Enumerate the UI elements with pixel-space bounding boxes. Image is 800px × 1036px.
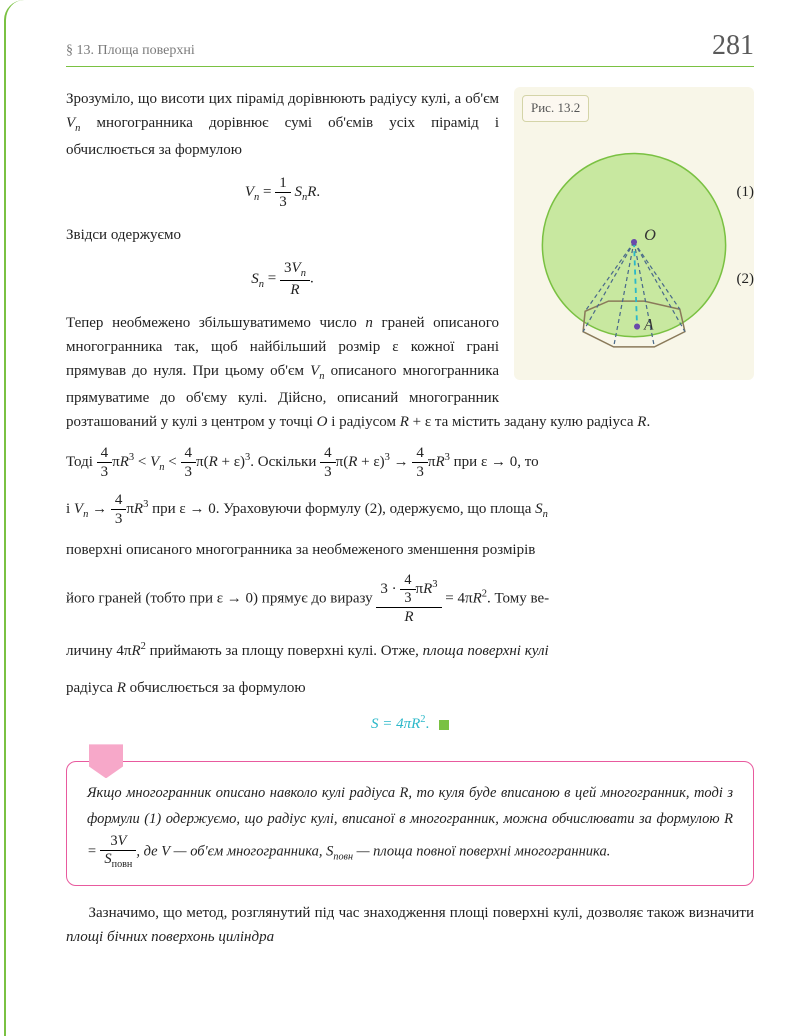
text: Тепер необмежено збільшуватимемо число — [66, 315, 365, 331]
content-area: Рис. 13.2 O A Зроз — [66, 87, 754, 949]
text: Зазначимо, що метод, розглянутий під час… — [89, 905, 755, 921]
final-formula: S = 4πR2. — [66, 712, 754, 736]
text: , то куля буде — [408, 785, 501, 801]
text: Зрозуміло, що висоти цих пірамід дорівню… — [66, 91, 499, 107]
sub: n — [254, 192, 259, 203]
text: Звідси одержуємо — [66, 227, 181, 243]
paragraph-10: Зазначимо, що метод, розглянутий під час… — [66, 901, 754, 949]
text: , то — [517, 454, 538, 470]
italic-term: площа поверхні кулі — [423, 643, 549, 659]
section-title: § 13. Площа поверхні — [66, 43, 195, 59]
text: і радіусом — [327, 414, 399, 430]
paragraph-6: поверхні описаного многогранника за необ… — [66, 538, 754, 562]
eq-number: (1) — [737, 180, 755, 204]
end-marker-icon — [439, 720, 449, 730]
text: личину — [66, 643, 116, 659]
text: . Тому ве- — [487, 591, 549, 607]
page-header: § 13. Площа поверхні 281 — [66, 30, 754, 67]
text: . — [646, 414, 650, 430]
text: радіуса — [66, 680, 117, 696]
sub: n — [259, 279, 264, 290]
paragraph-7: його граней (тобто при ε → 0) прямує до … — [66, 572, 754, 626]
formula-text: S = 4πR — [371, 716, 420, 732]
text: . Оскільки — [250, 454, 320, 470]
figure-label: Рис. 13.2 — [522, 95, 589, 122]
var: S — [251, 271, 259, 287]
page-number: 281 — [712, 30, 754, 62]
var: R — [307, 184, 316, 200]
var: R — [290, 282, 299, 298]
text: приймають за площу поверхні кулі. Отже, — [146, 643, 423, 659]
fraction: 3VnR — [280, 259, 310, 300]
paragraph-8: личину 4πR2 приймають за площу поверхні … — [66, 636, 754, 666]
paragraph-4: Тоді 43πR3 < Vn < 43π(R + ε)3. Оскільки … — [66, 444, 754, 481]
text: обчислюється за формулою — [126, 680, 306, 696]
var-V: V — [66, 115, 75, 131]
text: — площа повної поверхні многогранника. — [353, 843, 610, 859]
sup: 2 — [420, 714, 425, 725]
text: Тоді — [66, 454, 97, 470]
italic-term: вписаною — [501, 785, 560, 801]
text: Якщо многогранник описано навколо кулі р… — [87, 785, 400, 801]
text: — об'єм многогранника, — [170, 843, 326, 859]
paragraph-5: і Vn → 43πR3 при ε → 0. Ураховуючи форму… — [66, 491, 754, 528]
note-box: Якщо многогранник описано навколо кулі р… — [66, 761, 754, 886]
text: ) прямує до виразу — [253, 591, 376, 607]
figure-13-2: Рис. 13.2 O A — [514, 87, 754, 380]
fraction: 13 — [275, 174, 291, 211]
text: многогранника дорівнює сумі об'ємів усіх… — [66, 115, 499, 158]
text: , де — [136, 843, 161, 859]
text: . Ураховуючи формулу (2), одержуємо, що … — [216, 501, 535, 517]
var: V — [161, 843, 170, 859]
sub: повн — [333, 851, 353, 862]
formula-2: Sn = 3VnR. (2) — [66, 259, 754, 300]
text: і — [66, 501, 74, 517]
text: його граней (тобто при — [66, 591, 217, 607]
paragraph-9: радіуса R обчислюється за формулою — [66, 676, 754, 700]
sub: повн — [112, 859, 133, 870]
text: при — [148, 501, 179, 517]
text: та містить задану кулю радіуса — [431, 414, 637, 430]
formula-1: Vn = 13 SnR. (1) — [66, 174, 754, 211]
var: n — [365, 315, 373, 331]
italic-term: площі бічних поверхонь циліндра — [66, 929, 274, 945]
point-A-label: A — [643, 316, 654, 333]
text: поверхні описаного многогранника за необ… — [66, 542, 535, 558]
point-O-label: O — [644, 225, 656, 244]
sphere-diagram: O A — [522, 128, 746, 372]
page-container: § 13. Площа поверхні 281 Рис. 13.2 — [4, 0, 800, 1036]
text: при — [454, 454, 481, 470]
var: S — [294, 184, 302, 200]
var: R — [117, 680, 126, 696]
var: O — [317, 414, 328, 430]
eq-number: (2) — [737, 267, 755, 291]
var: V — [245, 184, 254, 200]
